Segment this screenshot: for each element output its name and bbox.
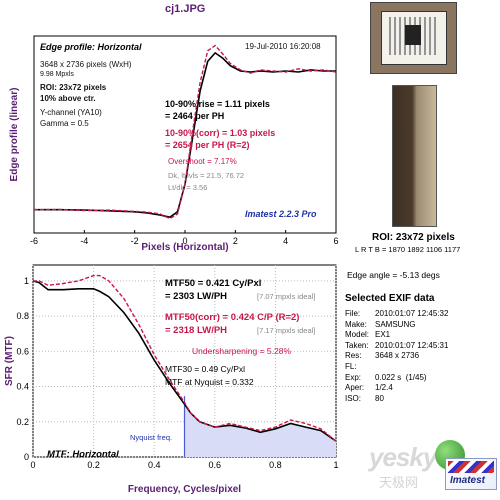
- exif-row: File: 2010:01:07 12:45:32: [345, 309, 448, 320]
- exif-value: 2010:01:07 12:45:31: [375, 340, 449, 350]
- roi-text: ROI: 23x72 pixels: [40, 83, 107, 92]
- exif-value: SAMSUNG: [375, 319, 416, 329]
- rise-text: 10-90% rise = 1.11 pixels: [165, 99, 270, 109]
- mtf50-corr-ideal-text: [7.17 mpxls ideal]: [257, 326, 316, 335]
- undersharpening-text: Undersharpening = 5.28%: [192, 346, 291, 356]
- mtf-ytick-label: 0.4: [16, 382, 29, 392]
- mpxls-text: 9.98 Mpxls: [40, 71, 74, 78]
- edge-ylabel: Edge profile (linear): [9, 88, 20, 182]
- exif-key: ISO:: [345, 393, 362, 403]
- mtf-ytick-label: 0.6: [16, 346, 29, 356]
- gamma-text: Gamma = 0.5: [40, 119, 89, 128]
- exif-row: Res: 3648 x 2736: [345, 351, 448, 362]
- roi-title: ROI: 23x72 pixels: [372, 232, 455, 243]
- file-title: cj1.JPG: [165, 3, 206, 15]
- rise-ph-text: = 2464 per PH: [165, 111, 225, 121]
- mtf-xtick-label: 1: [333, 460, 338, 470]
- exif-value: 0.022 s (1/45): [375, 372, 427, 382]
- exif-row: Aper: 1/2.4: [345, 383, 448, 394]
- mtf-xtick-label: 0.8: [269, 460, 282, 470]
- exif-key: Res:: [345, 351, 362, 361]
- edge-xtick-label: -4: [80, 236, 88, 246]
- exif-key: Model:: [345, 330, 370, 340]
- mtf-xtick-label: 0: [30, 460, 35, 470]
- mtf-ytick-label: 0.2: [16, 417, 29, 427]
- edge-series-corrected: [33, 44, 337, 220]
- channel-text: Y-channel (YA10): [40, 108, 102, 117]
- mtf50-ideal-text: [7.07 mpxls ideal]: [257, 292, 316, 301]
- mtf-xtick-label: 0.2: [87, 460, 100, 470]
- dk-lt-text: Dk, lt lvls = 21.5, 76.72: [168, 171, 245, 180]
- mtf50-text: MTF50 = 0.421 Cy/Pxl: [165, 278, 262, 289]
- exif-row: FL:: [345, 362, 448, 373]
- mtf-series-measured: [32, 280, 337, 442]
- exif-row: Taken: 2010:01:07 12:45:31: [345, 341, 448, 352]
- mtf-xtick-label: 0.6: [209, 460, 222, 470]
- exif-row: ISO: 80: [345, 394, 448, 405]
- edge-xtick-label: 2: [233, 236, 238, 246]
- mtf-series-corrected: [33, 274, 337, 442]
- mtf-ytick-label: 1: [24, 276, 29, 286]
- watermark-text: yesky: [369, 442, 437, 472]
- mtf-panel-title: MTF: Horizontal: [47, 449, 119, 460]
- edge-plot-frame: [33, 35, 337, 234]
- edge-series-measured: [34, 51, 336, 218]
- mtf-ytick-label: 0: [24, 452, 29, 462]
- exif-value: EX1: [375, 330, 391, 340]
- edge-xtick-label: -6: [30, 236, 38, 246]
- nyquist-label: Nyquist freq.: [130, 433, 173, 442]
- target-thumbnail: [370, 2, 457, 74]
- above-ctr-text: 10% above ctr.: [40, 94, 96, 103]
- overshoot-text: Overshoot = 7.17%: [168, 157, 237, 166]
- mtf-nyquist-text: MTF at Nyquist = 0.332: [165, 377, 254, 387]
- rise-corr-ph-text: = 2654 per PH (R=2): [165, 140, 250, 150]
- mtf30-text: MTF30 = 0.49 Cy/Pxl: [165, 364, 246, 374]
- image-size-text: 3648 x 2736 pixels (WxH): [40, 60, 132, 69]
- exif-value: 1/2.4: [375, 383, 393, 393]
- mtf50-corr-text: MTF50(corr) = 0.424 C/P (R=2): [165, 312, 300, 323]
- mtf-ytick-label: 0.8: [16, 311, 29, 321]
- exif-key: Make:: [345, 319, 367, 329]
- exif-row: Make: SAMSUNG: [345, 320, 448, 331]
- mtf50-lw-text: = 2303 LW/PH: [165, 291, 228, 302]
- exif-key: File:: [345, 309, 361, 318]
- mtf-ylabel: SFR (MTF): [4, 336, 15, 386]
- imatest-version: Imatest 2.2.3 Pro: [245, 209, 317, 219]
- edge-xtick-label: 0: [182, 236, 187, 246]
- exif-title: Selected EXIF data: [345, 293, 435, 304]
- yesky-watermark: yesky 天极网 Imatest: [365, 438, 500, 500]
- mtf-xtick-label: 0.4: [148, 460, 161, 470]
- nyquist-region: [184, 404, 336, 457]
- edge-xtick-label: -2: [131, 236, 139, 246]
- edge-panel-date: 19-Jul-2010 16:20:08: [245, 42, 321, 51]
- exif-value: 80: [375, 393, 384, 403]
- exif-row: Exp: 0.022 s (1/45): [345, 373, 448, 384]
- rise-corr-text: 10-90%(corr) = 1.03 pixels: [165, 128, 276, 138]
- imatest-badge-text: Imatest: [450, 475, 486, 486]
- exif-value: 3648 x 2736: [375, 351, 420, 361]
- edge-xtick-label: 6: [333, 236, 338, 246]
- edge-angle: Edge angle = -5.13 degs: [347, 270, 440, 280]
- watermark-subtext: 天极网: [379, 475, 419, 490]
- edge-xlabel: Pixels (Horizontal): [141, 242, 228, 253]
- edge-xtick-label: 4: [283, 236, 288, 246]
- exif-row: Model: EX1: [345, 330, 448, 341]
- roi-crop-image: [392, 85, 437, 227]
- imatest-badge: Imatest: [445, 458, 497, 490]
- mtf50-corr-lw-text: = 2318 LW/PH: [165, 325, 228, 336]
- exif-key: FL:: [345, 361, 357, 371]
- lt-dk-text: Lt/dk = 3.56: [168, 183, 208, 192]
- exif-list: File: 2010:01:07 12:45:32 Make: SAMSUNG Mode…: [345, 309, 448, 404]
- exif-key: Aper:: [345, 383, 365, 393]
- edge-panel-title: Edge profile: Horizontal: [40, 42, 142, 52]
- roi-lrtb: L R T B = 1870 1892 1106 1177: [355, 245, 461, 254]
- exif-key: Exp:: [345, 372, 362, 382]
- mtf-xlabel: Frequency, Cycles/pixel: [128, 484, 241, 495]
- exif-key: Taken:: [345, 340, 369, 350]
- exif-value: 2010:01:07 12:45:32: [375, 309, 449, 318]
